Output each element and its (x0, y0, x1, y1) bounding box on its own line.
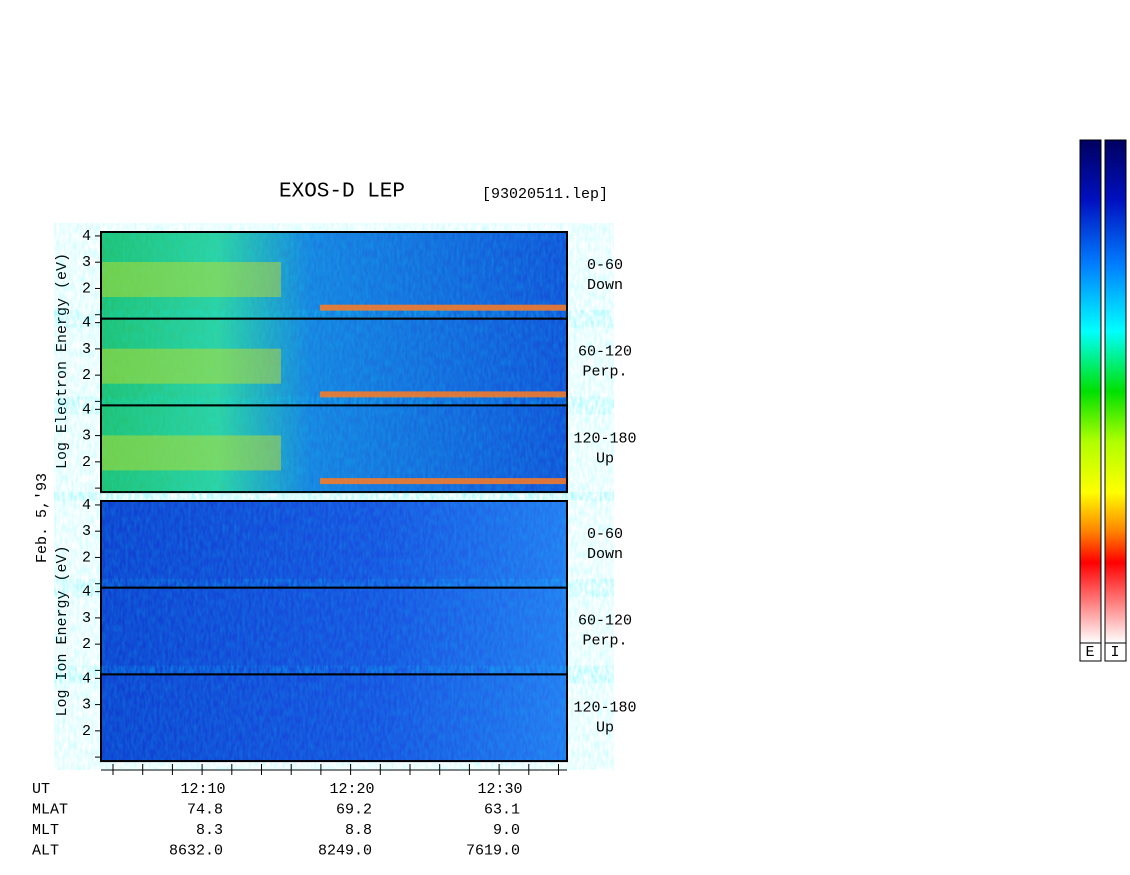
angle-label: 120-180 (573, 430, 636, 447)
angle-label: 0-60 (587, 526, 623, 543)
y-tick-label: 4 (82, 315, 91, 332)
direction-label: Up (596, 719, 614, 736)
y-tick-label: 4 (82, 497, 91, 514)
row-value: 69.2 (336, 801, 372, 818)
direction-label: Perp. (582, 633, 627, 650)
file-name: [93020511.lep] (482, 186, 608, 203)
y-tick-label: 2 (82, 549, 91, 566)
axis-label: Log Ion Energy (eV) (54, 545, 71, 716)
y-tick-label: 3 (82, 428, 91, 445)
colorbar (1104, 139, 1127, 644)
spectrogram-noise (101, 501, 567, 588)
y-tick-label: 3 (82, 341, 91, 358)
spectrogram-band (320, 304, 567, 311)
angle-label: 60-120 (578, 613, 632, 630)
spectrogram-noise (101, 232, 567, 319)
colorbar (1079, 139, 1102, 644)
row-value: 9.0 (493, 822, 520, 839)
colorbar-label: E (1085, 644, 1094, 661)
y-tick-label: 4 (82, 228, 91, 245)
row-value: 12:10 (180, 781, 225, 798)
spectrogram-noise (101, 318, 567, 406)
spectrogram-band (320, 478, 567, 485)
y-tick-label: 3 (82, 523, 91, 540)
y-tick-label: 4 (82, 401, 91, 418)
y-tick-label: 4 (82, 584, 91, 601)
panel-frame (100, 673, 568, 763)
row-value: 8.8 (345, 822, 372, 839)
colorbar-label: I (1110, 644, 1119, 661)
row-value: 74.8 (187, 801, 223, 818)
direction-label: Up (596, 450, 614, 467)
y-tick-label: 4 (82, 670, 91, 687)
y-tick-label: 3 (82, 697, 91, 714)
row-value: 12:30 (477, 781, 522, 798)
row-value: 8.3 (196, 822, 223, 839)
spectrogram-band (101, 348, 281, 384)
direction-label: Down (587, 546, 623, 563)
spectrogram-noise (101, 587, 567, 675)
row-value: 7619.0 (466, 842, 520, 859)
y-tick-label: 3 (82, 254, 91, 271)
spectrogram-band (320, 391, 567, 398)
angle-label: 0-60 (587, 257, 623, 274)
spectrogram-band (101, 262, 281, 297)
row-value: 63.1 (484, 801, 520, 818)
row-value: 8632.0 (169, 842, 223, 859)
angle-label: 120-180 (573, 699, 636, 716)
direction-label: Down (587, 277, 623, 294)
date: Feb. 5,'93 (34, 473, 51, 563)
row-name: MLT (32, 822, 59, 839)
y-tick-label: 2 (82, 280, 91, 297)
panel-frame (100, 404, 568, 494)
y-tick-label: 2 (82, 636, 91, 653)
spectrogram-noise (101, 405, 567, 493)
row-name: MLAT (32, 801, 68, 818)
row-name: UT (32, 781, 50, 798)
row-name: ALT (32, 842, 59, 859)
angle-label: 60-120 (578, 344, 632, 361)
y-tick-label: 3 (82, 610, 91, 627)
y-tick-label: 2 (82, 367, 91, 384)
y-tick-label: 2 (82, 723, 91, 740)
direction-label: Perp. (582, 364, 627, 381)
title: EXOS-D LEP (279, 181, 405, 204)
y-tick-label: 2 (82, 454, 91, 471)
colorbar-box (1079, 642, 1102, 662)
axis-label: Log Electron Energy (eV) (54, 253, 71, 469)
spectrogram-noise (101, 674, 567, 762)
row-value: 12:20 (329, 781, 374, 798)
colorbar-box (1104, 642, 1127, 662)
row-value: 8249.0 (318, 842, 372, 859)
spectrogram-band (101, 435, 281, 471)
